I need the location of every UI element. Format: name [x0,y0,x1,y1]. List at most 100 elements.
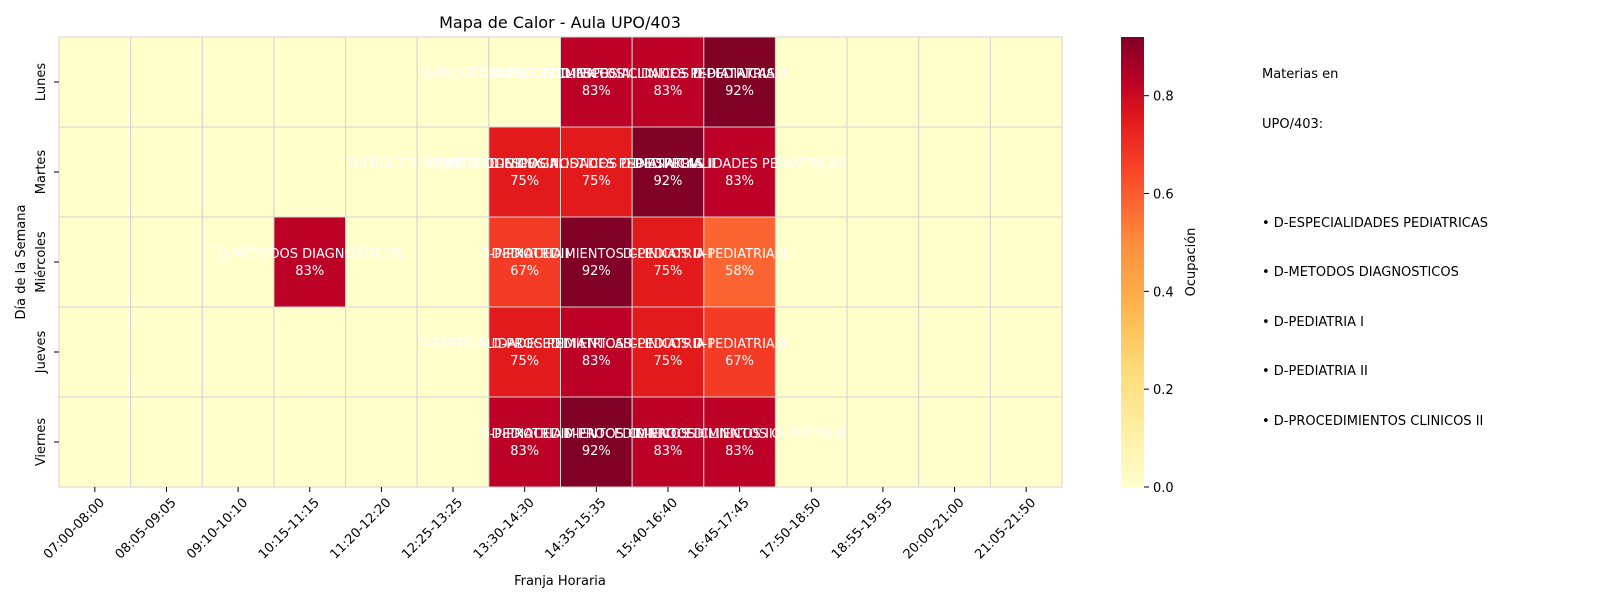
x-tick-label: 17:50-18:50 [757,495,824,562]
cell-value-label: 92% [582,264,611,279]
cell-subject-label: D-PEDIATRIA II [693,247,787,262]
heatmap-cell [846,36,920,128]
heatmap-cell [560,126,633,218]
heatmap-cell [918,216,991,308]
cell-subject-label: D-PEDIATRIA I [623,247,713,262]
cell-subject-label: D-PROCEDIMIENTOS CLINICOS II [492,337,702,352]
heatmap-cell [560,216,633,308]
x-tick-label: 07:00-08:00 [41,495,108,562]
legend-title-line2: UPO/403: [1262,116,1324,132]
heatmap-cell [703,396,776,488]
heatmap-cell [58,216,132,308]
x-tick-label: 15:40-16:40 [614,495,681,562]
chart-title: Mapa de Calor - Aula UPO/403 [439,13,681,32]
x-tick-label: 10:15-11:15 [256,495,323,562]
colorbar-tick-label: 0.2 [1153,383,1174,398]
colorbar-label: Ocupación [1184,228,1199,297]
cell-subject-label: D-PEDIATRIA I [623,337,713,352]
legend-item: • D-PEDIATRIA II [1262,364,1368,379]
cell-value-label: 75% [654,264,683,279]
cell-value-label: 58% [725,264,754,279]
legend-item: • D-PEDIATRIA I [1262,314,1364,330]
cell-subject-label: D-ESPECIALIDADES PEDIATRICAS [633,157,847,172]
heatmap-cell [345,36,418,128]
subjects-legend: Materias en UPO/403: • D-ESPECIALIDADES … [1262,34,1488,447]
x-tick-label: 12:25-13:25 [399,495,466,562]
heatmap-cell [774,396,848,488]
heatmap-cell [703,36,776,128]
heatmap-cell [488,396,562,488]
cell-value-label: 83% [582,84,611,99]
y-axis-label: Día de la Semana [14,205,29,320]
heatmap-cell [201,306,275,398]
heatmap-cell [488,216,562,308]
heatmap-cell [918,306,991,398]
heatmap-cell [989,36,1063,128]
heatmap-cell [130,126,203,218]
heatmap-cell [846,396,920,488]
heatmap-cell [201,36,275,128]
heatmap-cell [703,306,776,398]
heatmap-cell [130,306,203,398]
colorbar-tick-label: 0.0 [1153,481,1174,496]
x-axis: 07:00-08:00 08:05-09:05 09:10-10:10 10:15-1… [41,487,1039,562]
heatmap-cell [345,126,418,218]
heatmap-cell [201,216,275,308]
heatmap-cell [989,396,1063,488]
heatmap-cell [130,396,203,488]
cell-value-label: 83% [510,444,539,459]
x-tick-label: 18:55-19:55 [829,495,896,562]
heatmap-cell [273,396,347,488]
cell-annotations: D-PROCEDIMIENTOS CLINICOS II D-PROCEDIMIE… [217,67,846,459]
cell-value-label: 92% [725,84,754,99]
x-tick-label: 08:05-09:05 [113,495,180,562]
x-tick-label: 20:00-21:00 [901,495,968,562]
y-tick-label: Viernes [34,418,49,467]
heatmap-cell [345,396,418,488]
heatmap-cell [560,306,633,398]
cell-subject-label: D-PEDIATRIA II [693,67,787,82]
cell-value-label: 83% [654,84,683,99]
heatmap-cell [703,216,776,308]
heatmap-cell [774,306,848,398]
cell-value-label: 67% [725,354,754,369]
heatmap-cell [201,396,275,488]
heatmap-cell [846,306,920,398]
heatmap-cell [989,126,1063,218]
heatmap-cell [58,306,132,398]
heatmap-cell [273,36,347,128]
cell-subject-label: D-PEDIATRIA I [480,247,570,262]
legend-title-line1: Materias en [1262,67,1339,82]
cell-subject-label: D-PROCEDIMIENTOS CLINICOS II [492,427,702,442]
heatmap-cell [560,36,633,128]
cell-value-label: 83% [725,444,754,459]
heatmap-cell [631,216,705,308]
cell-value-label: 83% [725,174,754,189]
heatmap-cell [130,36,203,128]
heatmap-cell [989,306,1063,398]
x-tick-label: 16:45-17:45 [686,495,753,562]
cell-subject-label: D-ESPECIALIDADES PEDIATRICAS [418,337,632,352]
heatmap-cell [989,216,1063,308]
legend-item: • D-PROCEDIMIENTOS CLINICOS II [1262,413,1484,429]
colorbar-tick-label: 0.4 [1153,285,1174,300]
cell-subject-label: D-ESPECIALIDADES PEDIATRICAS [561,67,775,82]
colorbar-tick-label: 0.8 [1153,90,1174,105]
heatmap-cell [416,126,490,218]
heatmap-cell [58,126,132,218]
y-axis: Lunes Martes Miércoles Jueves Viernes [34,63,59,467]
heatmap-cell [631,306,705,398]
heatmap-cell [918,396,991,488]
heatmap-cell [58,36,132,128]
legend-item: • D-ESPECIALIDADES PEDIATRICAS [1262,215,1488,231]
heatmap-cell [273,216,347,308]
x-axis-label: Franja Horaria [514,574,606,589]
y-tick-label: Jueves [34,331,49,375]
x-tick-label: 09:10-10:10 [184,495,251,562]
heatmap-cells [58,36,1063,488]
heatmap-cell [345,306,418,398]
cell-value-label: 92% [654,174,683,189]
cell-subject-label: D-PEDIATRIA II [693,337,787,352]
cell-value-label: 75% [510,354,539,369]
heatmap-cell [774,36,848,128]
